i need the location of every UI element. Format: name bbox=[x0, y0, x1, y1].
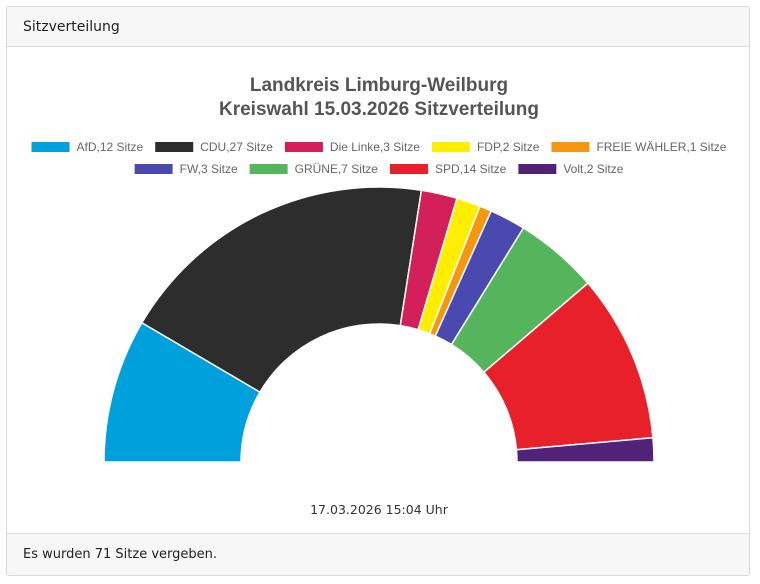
chart-title-line-2: Kreiswahl 15.03.2026 Sitzverteilung bbox=[219, 99, 539, 120]
chart-legend: AfD,12 Sitze CDU,27 Sitze Die Linke,3 Sitz… bbox=[31, 140, 727, 176]
legend-item-spd[interactable]: SPD,14 Sitze bbox=[389, 162, 507, 176]
legend-item-cdu[interactable]: CDU,27 Sitze bbox=[155, 140, 273, 154]
legend-label-afd: AfD,12 Sitze bbox=[77, 140, 144, 154]
legend-label-fw: FW,3 Sitze bbox=[180, 162, 238, 176]
legend-swatch-spd bbox=[389, 164, 428, 174]
legend-label-freie-waehler: FREIE WÄHLER,1 Sitze bbox=[596, 140, 726, 154]
slice-volt[interactable] bbox=[515, 436, 655, 463]
chart-timestamp: 17.03.2026 15:04 Uhr bbox=[310, 502, 449, 517]
legend-item-die-linke[interactable]: Die Linke,3 Sitze bbox=[284, 140, 420, 154]
legend-swatch-fdp bbox=[431, 142, 470, 152]
legend-swatch-die-linke bbox=[284, 142, 323, 152]
legend-item-fdp[interactable]: FDP,2 Sitze bbox=[431, 140, 540, 154]
seat-distribution-card: Sitzverteilung Landkreis Limburg-Weilbur… bbox=[6, 6, 750, 576]
slice-cdu[interactable] bbox=[141, 186, 423, 393]
chart-title-line-1: Landkreis Limburg-Weilburg bbox=[250, 75, 508, 96]
legend-item-gruene[interactable]: GRÜNE,7 Sitze bbox=[249, 162, 379, 176]
legend-label-fdp: FDP,2 Sitze bbox=[477, 140, 540, 154]
legend-label-volt: Volt,2 Sitze bbox=[563, 162, 623, 176]
legend-item-volt[interactable]: Volt,2 Sitze bbox=[518, 162, 624, 176]
legend-label-die-linke: Die Linke,3 Sitze bbox=[330, 140, 420, 154]
legend-swatch-volt bbox=[518, 164, 557, 174]
legend-swatch-afd bbox=[31, 142, 70, 152]
legend-item-afd[interactable]: AfD,12 Sitze bbox=[31, 140, 144, 154]
legend-item-freie-waehler[interactable]: FREIE WÄHLER,1 Sitze bbox=[551, 140, 727, 154]
chart-slices bbox=[103, 186, 655, 463]
seat-distribution-chart: Landkreis Limburg-Weilburg Kreiswahl 15.… bbox=[31, 75, 727, 517]
legend-swatch-gruene bbox=[249, 164, 288, 174]
legend-label-spd: SPD,14 Sitze bbox=[435, 162, 507, 176]
legend-swatch-freie-waehler bbox=[551, 142, 590, 152]
legend-item-fw[interactable]: FW,3 Sitze bbox=[134, 162, 238, 176]
card-footer: Es wurden 71 Sitze vergeben. bbox=[7, 533, 749, 575]
card-header: Sitzverteilung bbox=[7, 7, 749, 47]
legend-swatch-cdu bbox=[155, 142, 194, 152]
legend-swatch-fw bbox=[134, 164, 173, 174]
legend-label-gruene: GRÜNE,7 Sitze bbox=[295, 162, 379, 176]
legend-label-cdu: CDU,27 Sitze bbox=[200, 140, 273, 154]
